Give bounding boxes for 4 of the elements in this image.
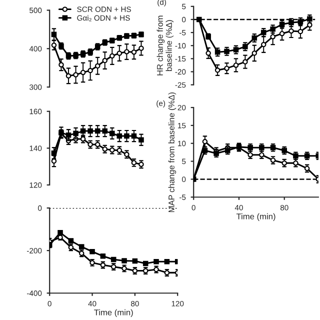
- y-axis-title: MAP change from baseline (%Δ): [168, 92, 176, 212]
- x-axis-title: Time (min): [94, 309, 133, 318]
- x-axis-title: Time (min): [236, 213, 276, 222]
- y-axis-title: HR change from baseline (%Δ): [156, 16, 174, 76]
